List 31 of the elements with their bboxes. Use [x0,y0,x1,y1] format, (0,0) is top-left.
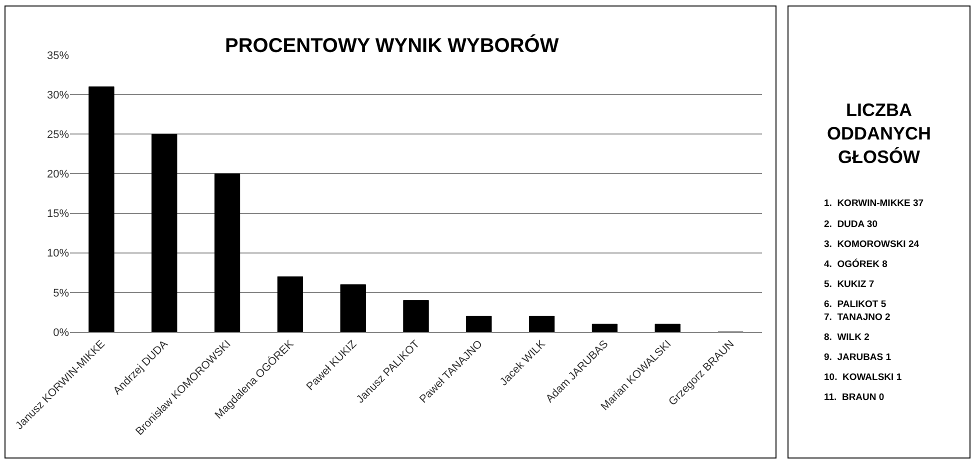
y-tick-label: 30% [46,89,70,102]
bar [466,316,492,332]
text: 5. KUKIZ 7 [824,279,874,290]
text: 8. WILK 2 [824,332,870,343]
bar [340,284,366,332]
text: 3. KOMOROWSKI 24 [824,239,920,250]
y-tick-label: 15% [46,208,70,220]
y-tick-label: 25% [46,128,70,141]
bar [403,300,429,332]
text: 9. JARUBAS 1 [824,352,892,363]
y-tick-label: 5% [53,287,70,300]
text: LICZBA ODDANYCH GŁOSÓW [827,100,932,167]
y-tick-label: 20% [46,168,70,181]
bar [654,324,680,332]
text: 10. KOWALSKI 1 [824,372,902,383]
text: 4. OGÓREK 8 [824,258,888,270]
text: 7. TANAJNO 2 [824,312,890,323]
text: 2. DUDA 30 [824,219,878,230]
bar [277,276,304,332]
bar [528,316,555,332]
text: 6. PALIKOT 5 [824,299,887,310]
bar [152,134,178,332]
chart-title: PROCENTOWY WYNIK WYBORÓW [225,34,559,57]
bar [88,86,114,332]
text: 1. KORWIN-MIKKE 37 [824,198,924,209]
y-tick-label: 0% [53,326,70,339]
bar [592,324,618,332]
y-tick-label: 35% [46,50,70,62]
y-tick-label: 10% [46,248,70,260]
bar [214,173,240,332]
text: 11. BRAUN 0 [824,392,884,403]
